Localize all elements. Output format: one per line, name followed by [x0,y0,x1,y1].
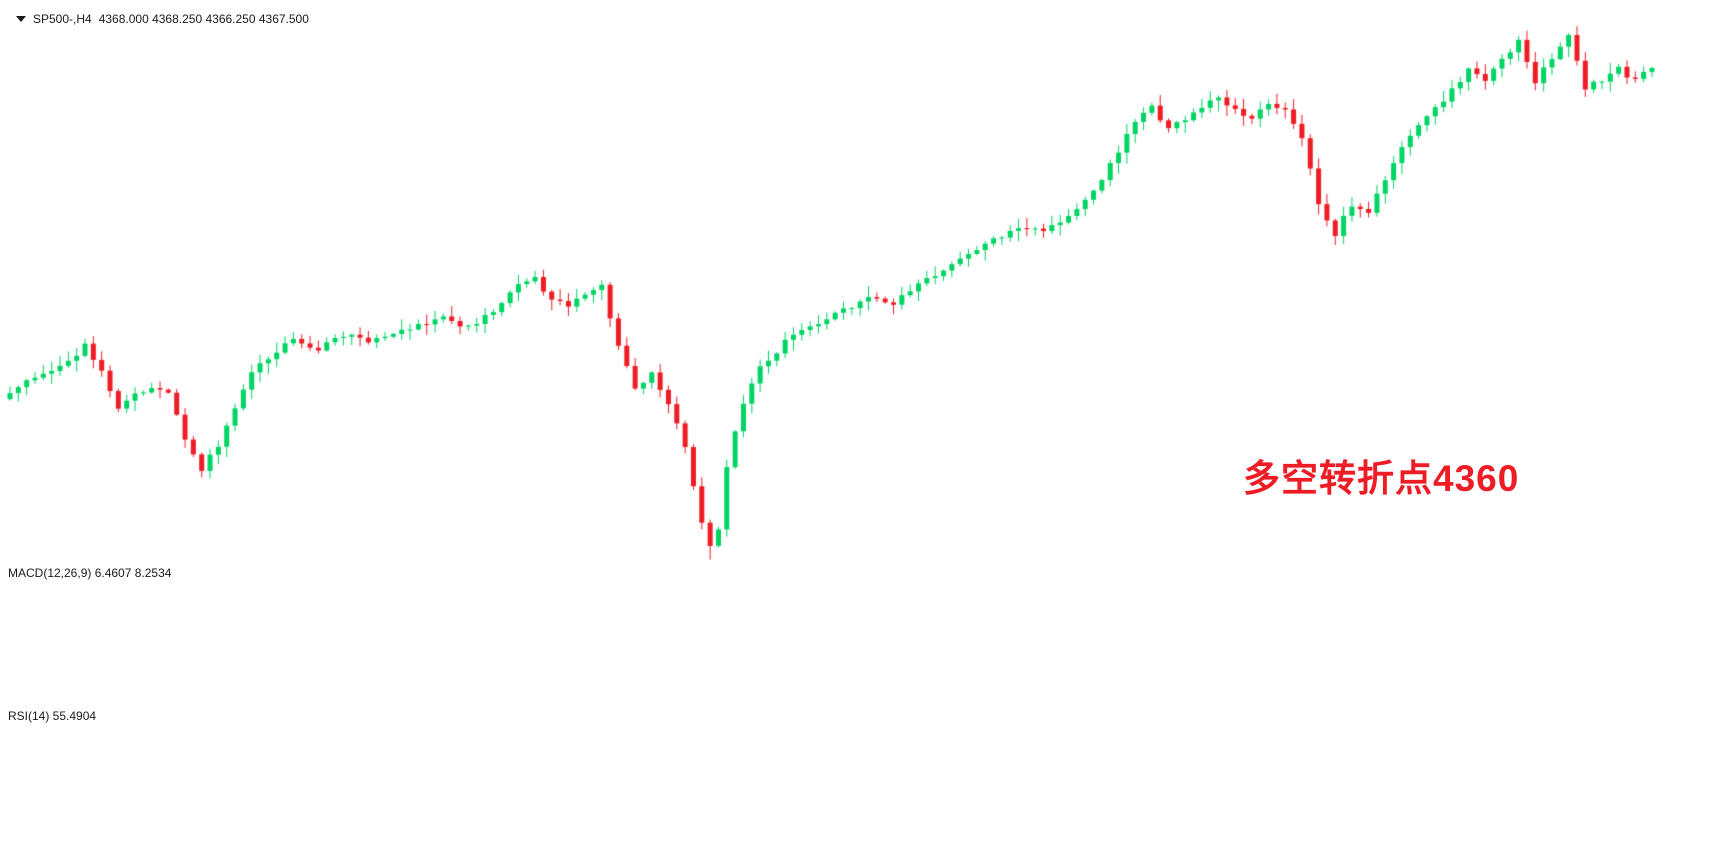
symbol-bar: SP500-,H4 4368.000 4368.250 4366.250 436… [16,12,309,26]
annotation-text: 多空转折点4360 [1243,458,1520,499]
dropdown-arrow-icon[interactable] [16,16,26,22]
ohlc-values: 4368.000 4368.250 4366.250 4367.500 [98,12,309,26]
rsi-indicator-label: RSI(14) 55.4904 [8,709,97,723]
macd-indicator-label: MACD(12,26,9) 6.4607 8.2534 [8,566,172,580]
symbol-label: SP500-,H4 [33,12,92,26]
